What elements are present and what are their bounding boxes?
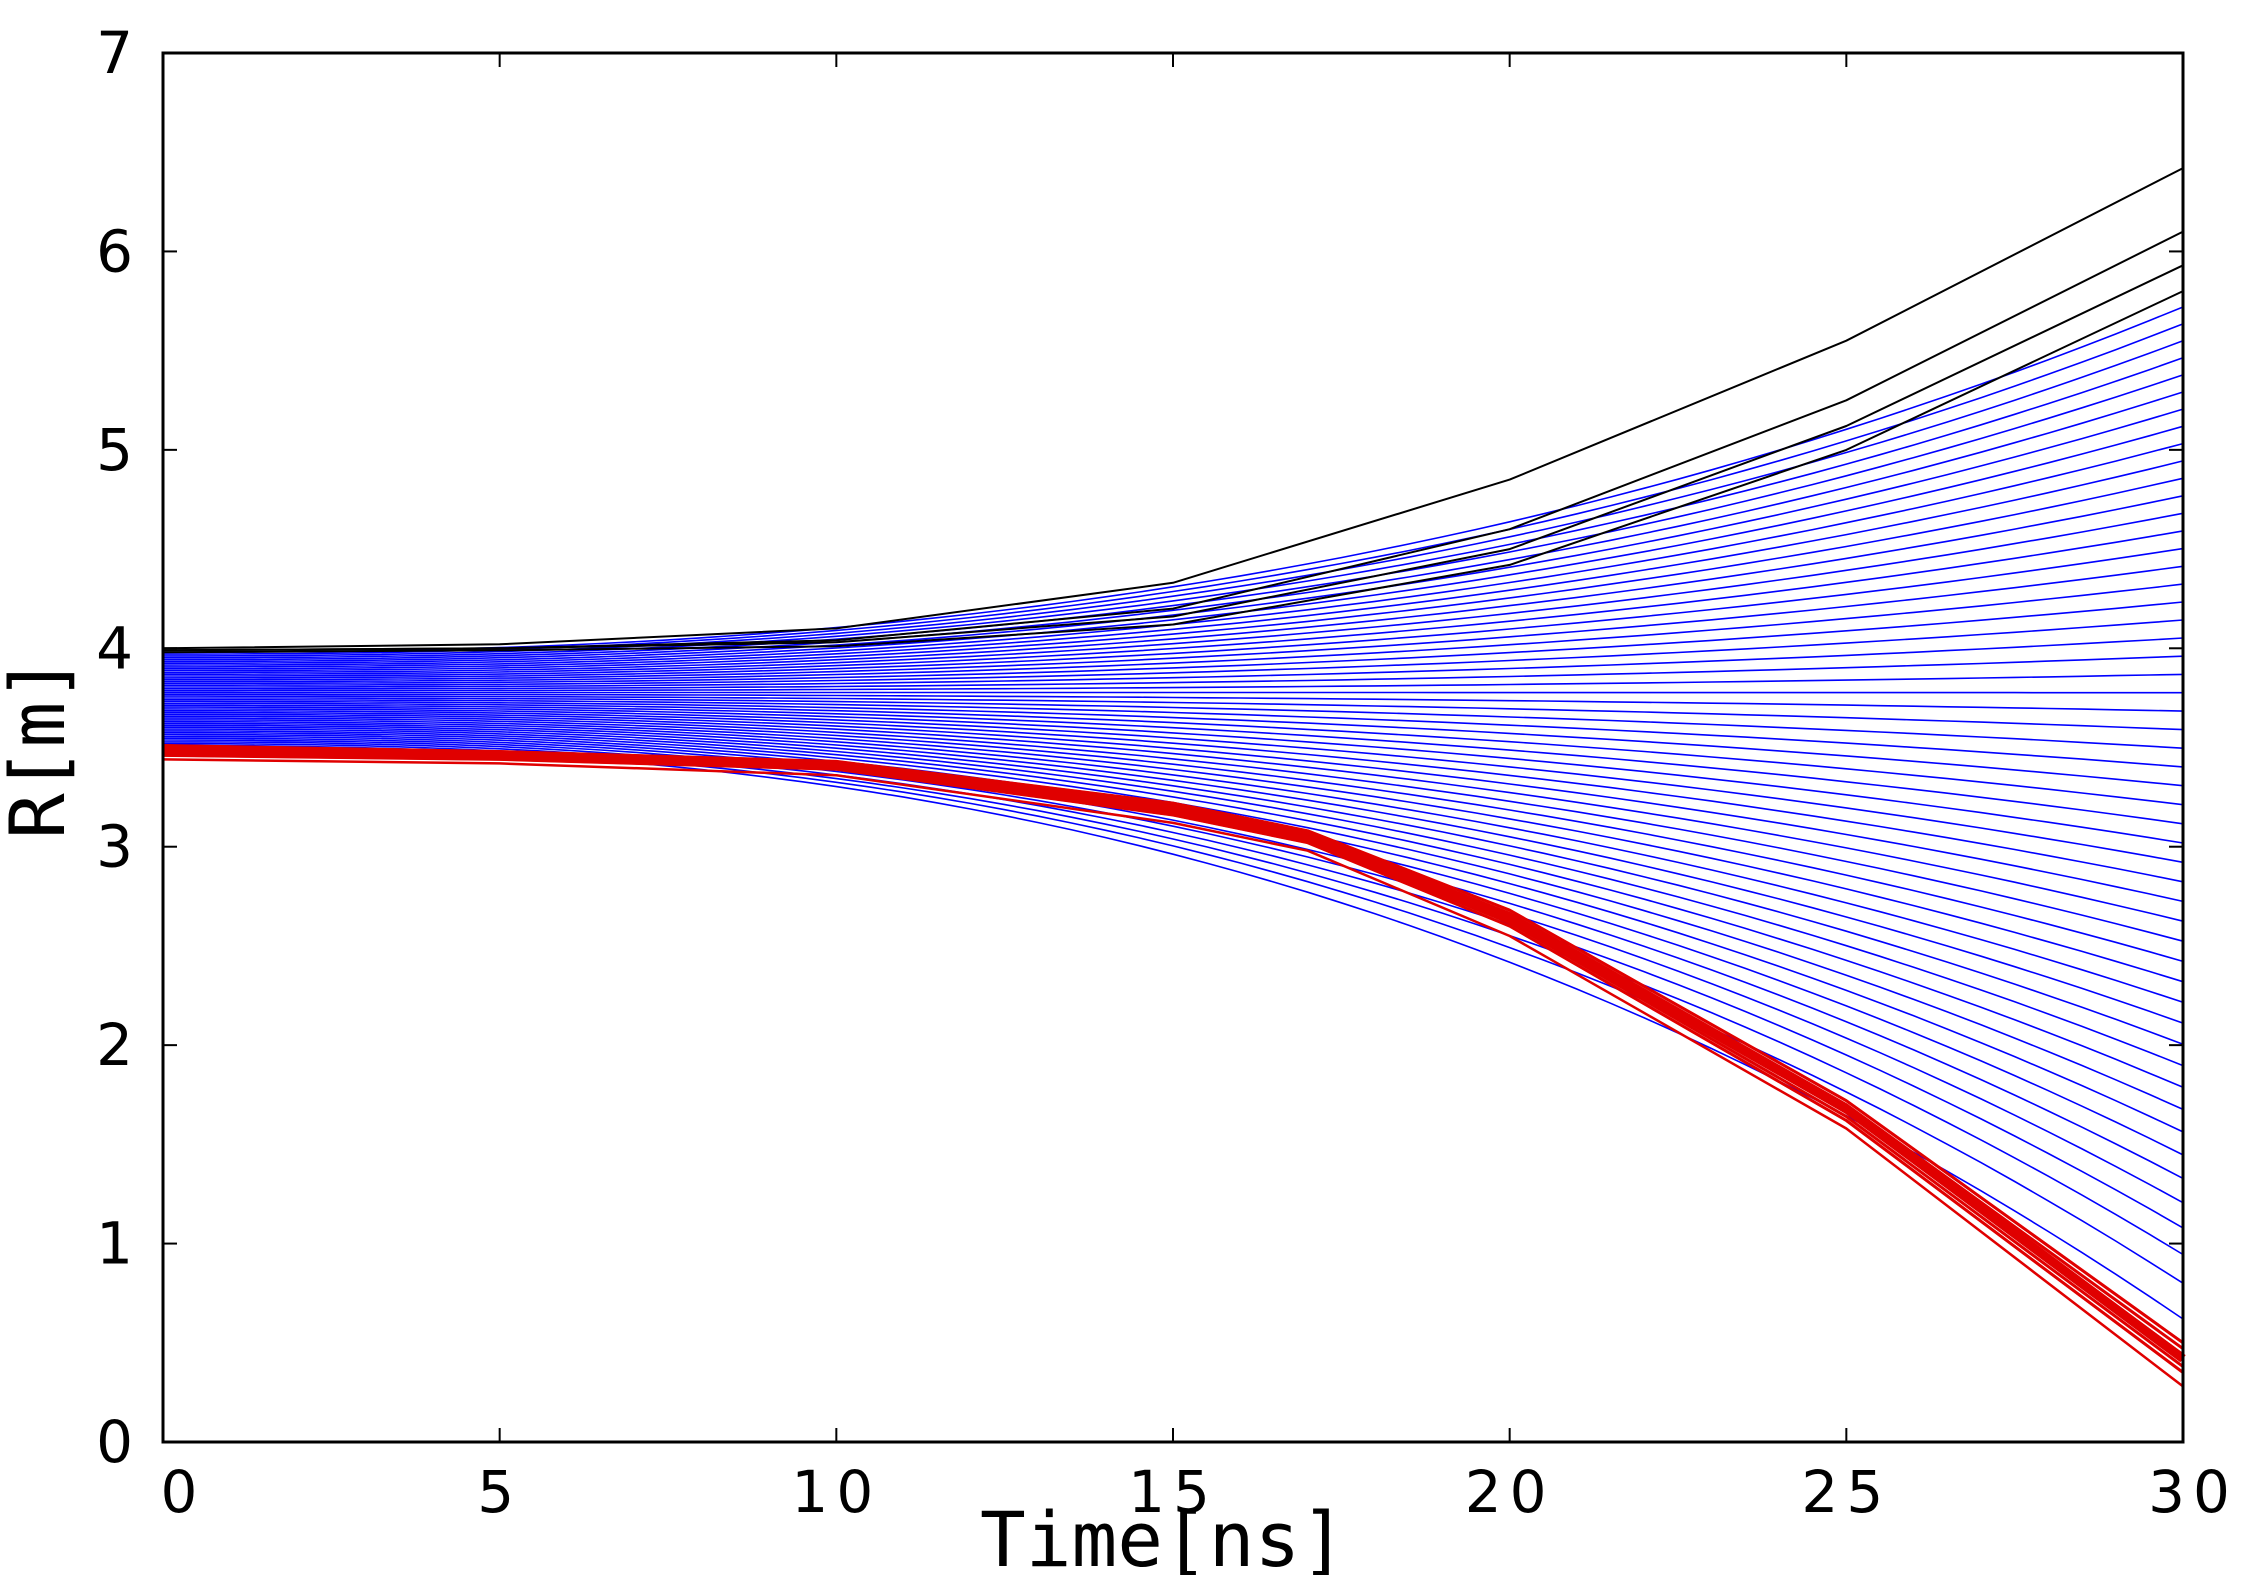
blue-series-line [163,713,2184,922]
blue-series-line [162,425,2184,666]
blue-series-line [163,565,2184,681]
blue-series-line [163,715,2184,942]
y-tick-label: 6 [96,217,133,285]
y-tick-label: 3 [96,813,133,881]
blue-series-line [163,673,2184,692]
blue-series-line [163,655,2184,690]
blue-series-line [163,601,2184,685]
y-tick-label: 7 [96,19,133,87]
x-axis-title: Time[ns] [980,1495,1346,1575]
blue-series-line [163,704,2184,825]
blue-series-line [162,739,2184,1229]
red-series-line [162,750,2184,1362]
black-series-line [162,167,2184,650]
blue-series-line [162,708,2184,864]
blue-series-line [163,724,2184,1045]
blue-series-line [163,583,2184,683]
blue-series-line [163,693,2184,712]
blue-series-line [163,391,2184,663]
x-tick-label: 5 [477,1458,522,1526]
plot-lines [162,167,2186,1388]
blue-series-line [163,735,2184,1180]
blue-series-line [163,374,2184,661]
blue-series-line [163,512,2184,675]
blue-series-line [163,460,2184,670]
black-series-line [162,264,2184,652]
red-series-line [162,744,2184,1345]
blue-series-line [163,702,2184,806]
blue-series-line [163,408,2184,664]
x-tick-label: 25 [1801,1458,1891,1526]
y-tick-label: 4 [96,614,133,682]
tick-labels: 0 5 10 15 20 25 30 0 1 2 3 4 5 6 7 [96,19,2238,1526]
black-series-line [162,290,2184,654]
blue-series-line [163,710,2184,883]
blue-series-line [163,695,2184,731]
blue-series-line [163,726,2184,1067]
blue-series-line [163,699,2184,768]
blue-series-line [163,722,2184,1024]
blue-series-line [162,720,2184,1004]
x-tick-label: 15 [1128,1458,1218,1526]
axis-ticks [162,52,2184,1443]
y-tick-label: 5 [96,416,133,484]
y-axis-title: R[m] [0,656,82,839]
blue-series-line [163,719,2184,983]
blue-series-line [163,619,2184,686]
x-tick-label: 0 [161,1458,206,1526]
blue-series-line [163,700,2184,787]
x-tick-label: 30 [2148,1458,2238,1526]
blue-series-line [163,737,2184,1204]
y-tick-label: 1 [96,1210,133,1278]
blue-series-line [163,357,2184,659]
blue-series-line [163,711,2184,903]
blue-series-line [163,697,2184,749]
red-series-line [162,748,2184,1356]
red-series-line [162,753,2184,1374]
red-series-line [162,752,2184,1368]
y-tick-label: 0 [96,1408,133,1476]
blue-series-line [163,477,2184,672]
red-series-line [162,758,2184,1388]
blue-series-line [163,495,2184,674]
blue-series-line [163,706,2184,844]
blue-series-line [163,637,2184,688]
blue-series-line [163,741,2184,1256]
red-series-line [162,746,2184,1350]
blue-series-line [163,340,2184,657]
blue-series-line [163,728,2184,1089]
x-tick-label: 10 [791,1458,881,1526]
blue-series-line [162,547,2184,679]
blue-series-line [163,530,2184,677]
y-tick-label: 2 [96,1011,133,1079]
blue-series-line [163,717,2184,963]
x-tick-label: 20 [1465,1458,1555,1526]
